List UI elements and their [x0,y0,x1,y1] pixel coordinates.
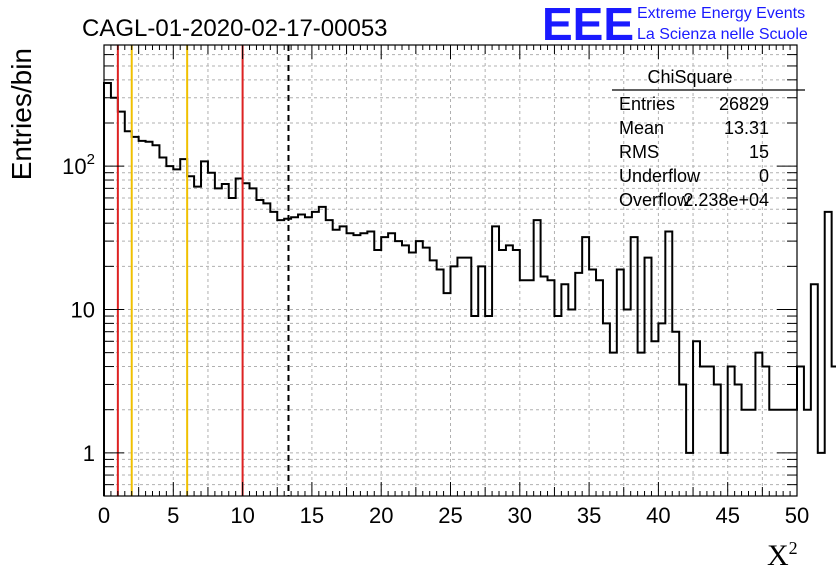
x-tick-label: 10 [230,503,254,528]
stats-row-label: Overflow [619,190,691,210]
threshold-lines [116,45,290,496]
eee-logo: EEE Extreme Energy Events La Scienza nel… [542,0,808,50]
y-tick-label: 102 [62,151,95,179]
stats-row-value: 15 [749,142,769,162]
x-tick-label: 15 [300,503,324,528]
y-axis-label: Entries/bin [6,48,37,180]
y-tick-base: 10 [62,154,86,179]
stats-row-label: Entries [619,94,675,114]
y-tick-base: 1 [83,441,95,466]
x-tick-label: 5 [167,503,179,528]
x-tick-label: 0 [98,503,110,528]
x-tick-label: 35 [577,503,601,528]
y-tick-exp: 2 [87,151,95,168]
x-axis-label-base: X [767,539,789,572]
stats-row-value: 26829 [719,94,769,114]
stats-box: ChiSquare Entries 26829 Mean 13.31 RMS 15 Unde… [612,67,805,210]
x-axis-label-exp: 2 [789,538,798,558]
x-tick-label: 40 [646,503,670,528]
logo-line-1: Extreme Energy Events [637,5,805,22]
x-axis-label: X2 [767,538,798,572]
chart-title: CAGL-01-2020-02-17-00053 [82,15,388,42]
logo-mark: EEE [542,0,634,50]
stats-row-label: Mean [619,118,664,138]
y-tick-label: 10 [71,297,95,322]
logo-line-2: La Scienza nelle Scuole [637,26,808,43]
y-tick-base: 10 [71,297,95,322]
stats-row-value: 2.238e+04 [683,190,769,210]
stats-rows: Entries 26829 Mean 13.31 RMS 15 Underflow 0 Over… [619,94,769,210]
x-tick-label: 50 [785,503,809,528]
stats-row-label: Underflow [619,166,701,186]
x-tick-label: 45 [715,503,739,528]
stats-row-label: RMS [619,142,659,162]
x-tick-label: 25 [438,503,462,528]
histogram-step-line [103,82,836,496]
histogram-series [103,82,836,496]
stats-row-value: 0 [759,166,769,186]
x-tick-label: 20 [369,503,393,528]
x-tick-label: 30 [508,503,532,528]
stats-title: ChiSquare [647,67,732,87]
y-tick-label: 1 [83,441,95,466]
stats-row-value: 13.31 [724,118,769,138]
